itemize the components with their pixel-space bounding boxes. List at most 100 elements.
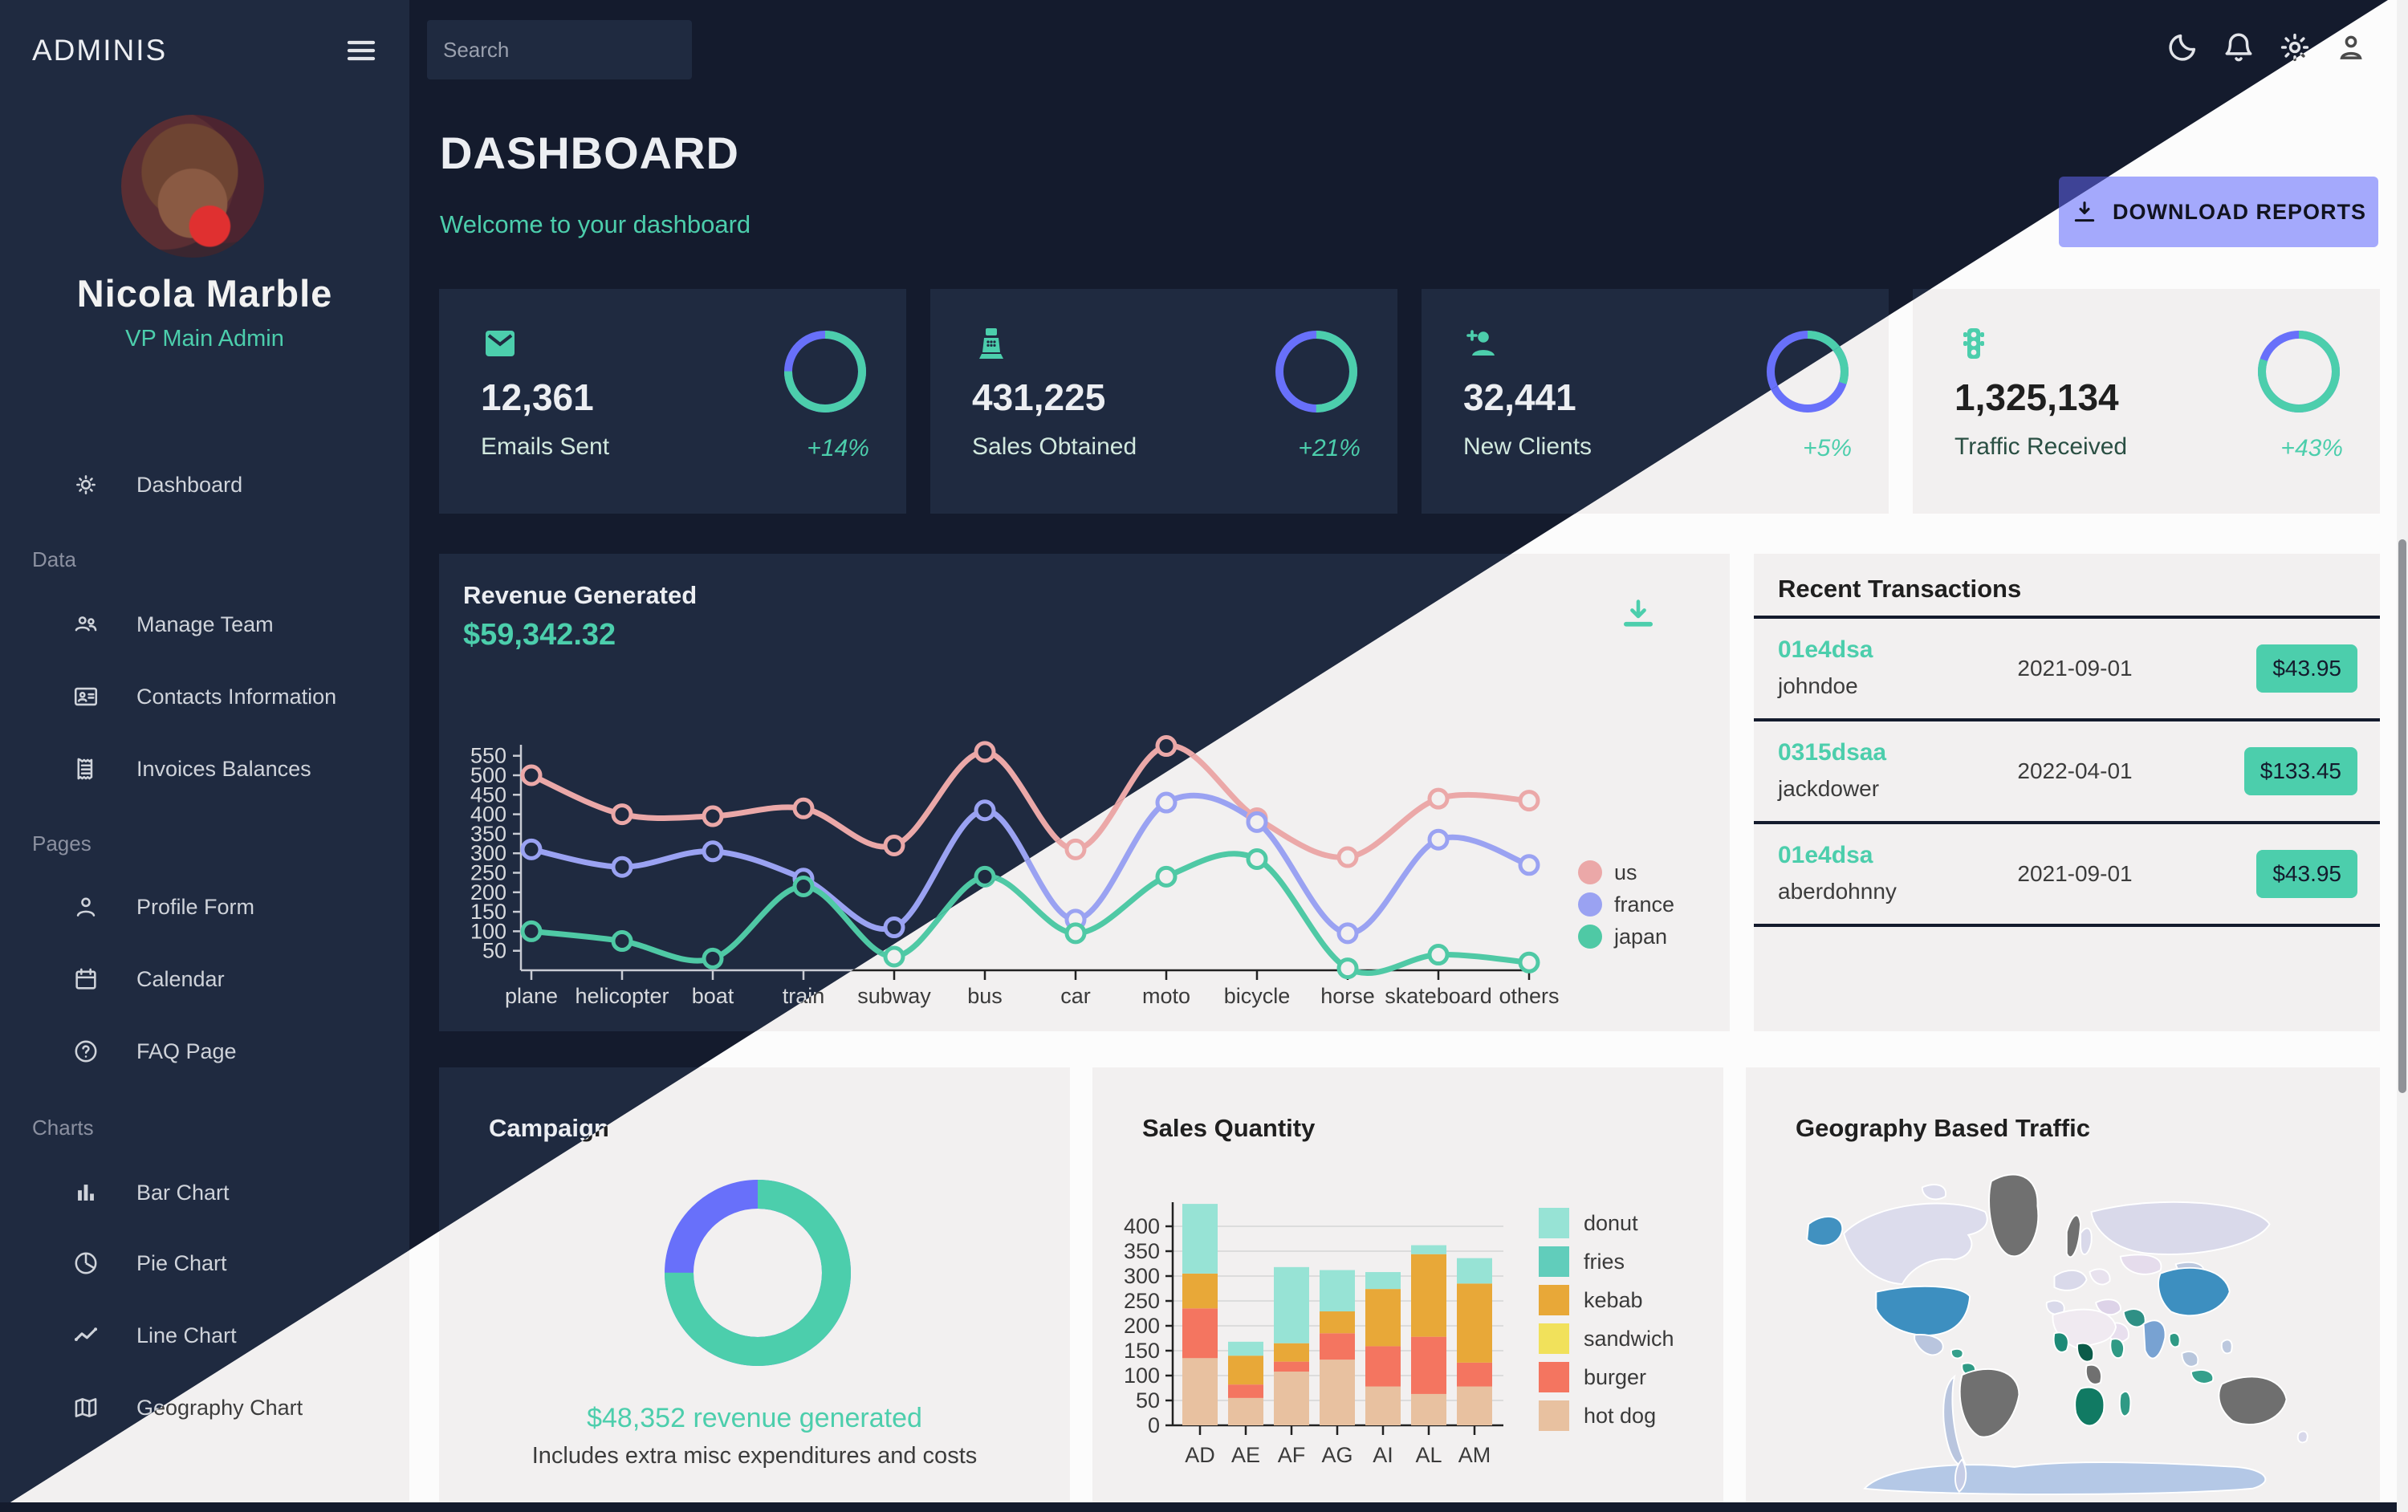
download-icon[interactable] [1617, 595, 1659, 637]
person-outline-icon [72, 893, 100, 921]
sidebar-item-dashboard[interactable]: Dashboard [0, 461, 409, 509]
traffic-icon [1954, 324, 1993, 363]
svg-text:AM: AM [1458, 1443, 1491, 1467]
geography-title: Geography Based Traffic [1796, 1114, 2090, 1142]
campaign-donut-chart [650, 1165, 865, 1380]
map-region-india[interactable] [2142, 1319, 2166, 1360]
map-region-norway[interactable] [2065, 1214, 2081, 1258]
map-region-indonesia[interactable] [2190, 1369, 2215, 1384]
map-region-greenland[interactable] [1988, 1173, 2040, 1258]
search-input[interactable] [427, 36, 714, 63]
calendar-icon [72, 965, 100, 993]
revenue-amount: $59,342.32 [463, 618, 616, 652]
sidebar-item-label: Line Chart [136, 1323, 237, 1347]
page-scrollbar[interactable] [2397, 0, 2408, 1512]
download-icon [2071, 198, 2098, 226]
map-region-canada-islands[interactable] [1921, 1184, 1947, 1201]
map-region-nigeria[interactable] [2076, 1342, 2095, 1363]
map-region-caribbean[interactable] [1950, 1347, 1964, 1360]
pie-chart-icon [72, 1250, 100, 1277]
map-region-antarctica[interactable] [1862, 1461, 2267, 1495]
scrollbar-thumb[interactable] [2398, 539, 2406, 1093]
user-name: Nicola Marble [76, 272, 333, 315]
transactions-header: Recent Transactions [1754, 554, 2380, 616]
stat-card-sales: 431,225 Sales Obtained +21% [930, 289, 1397, 514]
sidebar-item-invoices[interactable]: Invoices Balances [0, 745, 409, 793]
map-region-southern-africa[interactable] [2074, 1386, 2105, 1427]
svg-text:AD: AD [1185, 1443, 1215, 1467]
download-reports-button[interactable]: DOWNLOAD REPORTS [2059, 177, 2378, 247]
map-region-horn-of-africa[interactable] [2109, 1338, 2125, 1359]
svg-text:AE: AE [1231, 1443, 1260, 1467]
stat-label: Sales Obtained [972, 433, 1137, 460]
transaction-amount: $43.95 [2256, 850, 2357, 898]
transaction-row: 01e4dsa johndoe 2021-09-01 $43.95 [1754, 616, 2380, 721]
svg-text:150: 150 [470, 900, 506, 924]
sidebar-item-profile-form[interactable]: Profile Form [0, 883, 409, 931]
search-icon[interactable] [714, 27, 737, 72]
sidebar-item-label: Manage Team [136, 612, 274, 636]
svg-text:550: 550 [470, 744, 506, 768]
sidebar-item-calendar[interactable]: Calendar [0, 955, 409, 1003]
map-region-europe-east[interactable] [2089, 1268, 2111, 1286]
svg-text:400: 400 [470, 803, 506, 827]
map-region-alaska[interactable] [1806, 1216, 1844, 1246]
svg-text:500: 500 [470, 763, 506, 787]
sidebar-item-bar-chart[interactable]: Bar Chart [0, 1169, 409, 1217]
transaction-date: 2021-09-01 [2017, 861, 2133, 886]
map-region-europe[interactable] [2053, 1270, 2088, 1291]
transaction-id: 01e4dsa [1778, 636, 1873, 663]
world-choropleth-map[interactable] [1746, 1141, 2380, 1502]
map-region-russia[interactable] [2090, 1201, 2271, 1255]
svg-text:200: 200 [1124, 1314, 1160, 1338]
map-region-canada[interactable] [1843, 1202, 1988, 1286]
svg-text:skateboard: skateboard [1385, 984, 1492, 1008]
svg-text:bicycle: bicycle [1224, 984, 1291, 1008]
svg-text:boat: boat [692, 984, 734, 1008]
map-region-usa[interactable] [1875, 1285, 1971, 1336]
dark-mode-icon[interactable] [2166, 30, 2199, 64]
sidebar-section-charts: Charts [32, 1116, 94, 1140]
settings-icon[interactable] [2278, 30, 2312, 64]
transaction-amount: $133.45 [2243, 747, 2357, 795]
map-region-myanmar[interactable] [2168, 1332, 2181, 1348]
sidebar-item-contacts[interactable]: Contacts Information [0, 673, 409, 721]
map-region-brazil[interactable] [1959, 1368, 2020, 1438]
sidebar-item-manage-team[interactable]: Manage Team [0, 600, 409, 648]
map-region-west-africa[interactable] [2052, 1331, 2069, 1353]
svg-text:moto: moto [1142, 984, 1190, 1008]
stat-delta: +14% [807, 435, 869, 461]
map-region-se-asia[interactable] [2181, 1351, 2199, 1368]
map-region-andes[interactable] [1942, 1374, 1967, 1466]
map-region-turkey[interactable] [2095, 1299, 2121, 1316]
map-region-madagascar[interactable] [2118, 1391, 2132, 1417]
sidebar-item-pie-chart[interactable]: Pie Chart [0, 1239, 409, 1287]
profile-icon[interactable] [2334, 30, 2368, 64]
svg-text:200: 200 [470, 880, 506, 904]
notifications-icon[interactable] [2222, 30, 2255, 64]
map-region-congo[interactable] [2085, 1364, 2102, 1385]
map-region-iran[interactable] [2122, 1308, 2146, 1328]
map-region-australia[interactable] [2218, 1376, 2288, 1425]
sidebar-item-line-chart[interactable]: Line Chart [0, 1311, 409, 1360]
sidebar-item-faq[interactable]: FAQ Page [0, 1027, 409, 1075]
campaign-subcaption: Includes extra misc expenditures and cos… [531, 1443, 978, 1469]
svg-text:sandwich: sandwich [1584, 1327, 1674, 1351]
map-region-china[interactable] [2158, 1266, 2231, 1317]
map-region-argentina[interactable] [1954, 1457, 1967, 1493]
transaction-user: aberdohnny [1778, 879, 1897, 904]
sidebar-item-label: Bar Chart [136, 1180, 230, 1205]
map-region-mexico[interactable] [1914, 1334, 1944, 1356]
svg-text:AG: AG [1321, 1443, 1352, 1467]
map-region-new-zealand[interactable] [2296, 1430, 2308, 1444]
transaction-date: 2022-04-01 [2017, 758, 2133, 783]
recent-transactions-panel: Recent Transactions 01e4dsa johndoe 2021… [1754, 554, 2380, 1031]
map-region-sweden[interactable] [2080, 1227, 2093, 1255]
app-brand: ADMINIS [32, 34, 168, 67]
map-region-philippines[interactable] [2220, 1339, 2233, 1355]
row-divider [1754, 924, 2380, 927]
svg-text:350: 350 [470, 822, 506, 846]
map-region-kazakhstan[interactable] [2119, 1254, 2162, 1275]
menu-icon[interactable] [345, 35, 377, 67]
